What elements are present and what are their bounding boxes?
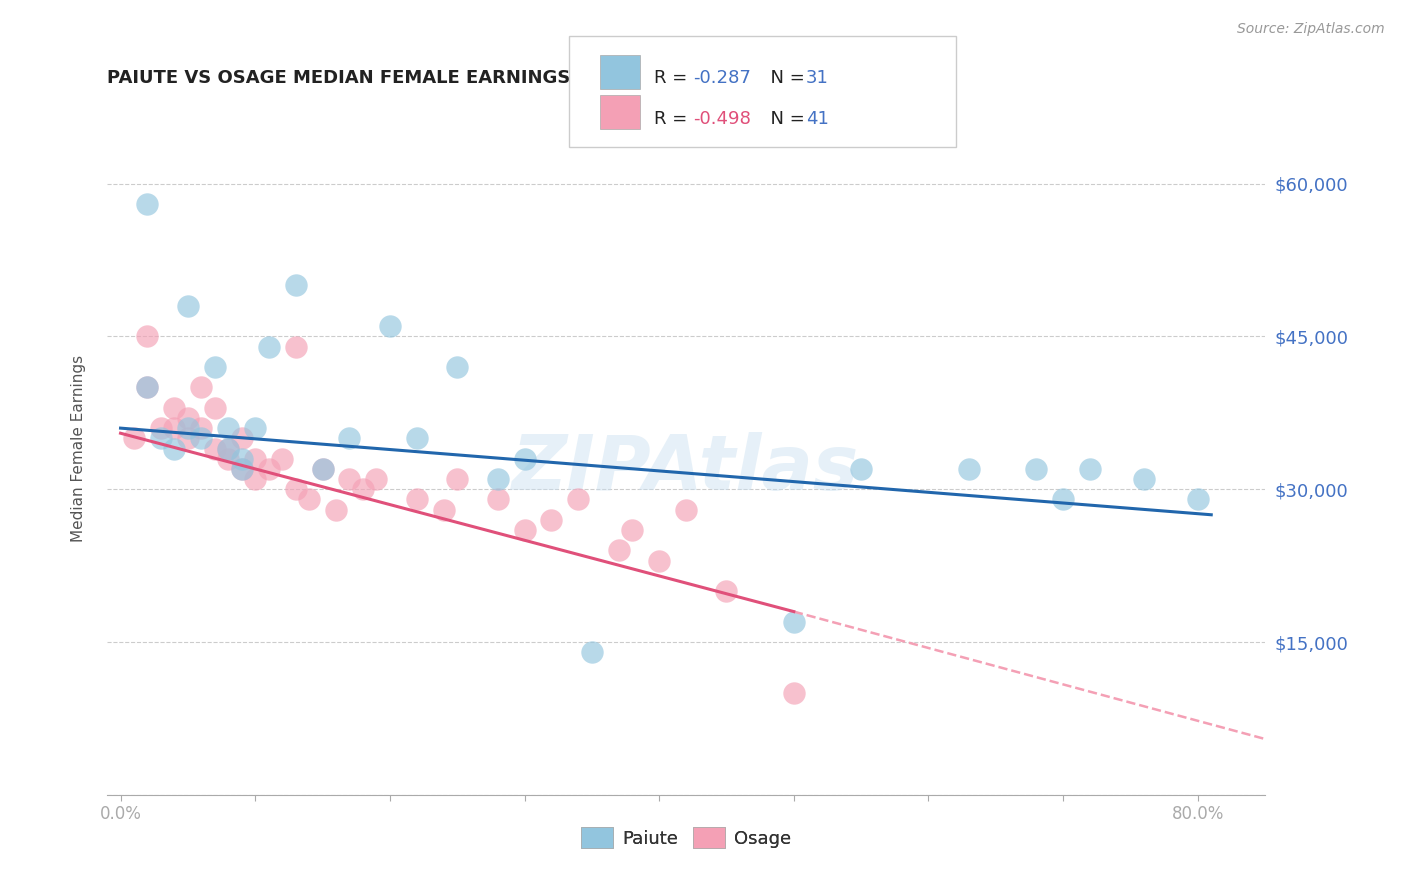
Point — [122, 431, 145, 445]
Point — [1187, 492, 1209, 507]
Point — [257, 462, 280, 476]
Text: 41: 41 — [806, 110, 828, 128]
Point — [177, 431, 200, 445]
Point — [513, 451, 536, 466]
Point — [339, 431, 361, 445]
Point — [177, 421, 200, 435]
Point — [284, 278, 307, 293]
Point — [190, 421, 212, 435]
Point — [298, 492, 321, 507]
Point — [486, 472, 509, 486]
Text: R =: R = — [654, 110, 693, 128]
Text: 31: 31 — [806, 69, 828, 87]
Point — [231, 431, 253, 445]
Point — [149, 431, 172, 445]
Point — [433, 502, 456, 516]
Point — [405, 492, 427, 507]
Text: ZIPAtlas: ZIPAtlas — [512, 433, 860, 507]
Point — [217, 442, 239, 456]
Point — [446, 359, 468, 374]
Point — [217, 442, 239, 456]
Point — [245, 421, 267, 435]
Point — [204, 359, 226, 374]
Y-axis label: Median Female Earnings: Median Female Earnings — [72, 355, 86, 542]
Point — [177, 411, 200, 425]
Point — [783, 686, 806, 700]
Text: Source: ZipAtlas.com: Source: ZipAtlas.com — [1237, 22, 1385, 37]
Point — [136, 197, 159, 211]
Legend: Paiute, Osage: Paiute, Osage — [574, 820, 799, 855]
Point — [231, 451, 253, 466]
Text: N =: N = — [759, 110, 811, 128]
Point — [1025, 462, 1047, 476]
Point — [177, 299, 200, 313]
Point — [581, 645, 603, 659]
Point — [149, 421, 172, 435]
Text: R =: R = — [654, 69, 693, 87]
Point — [446, 472, 468, 486]
Point — [1052, 492, 1074, 507]
Point — [325, 502, 347, 516]
Point — [366, 472, 388, 486]
Point — [284, 483, 307, 497]
Point — [849, 462, 872, 476]
Point — [245, 451, 267, 466]
Point — [378, 319, 401, 334]
Point — [311, 462, 333, 476]
Point — [136, 380, 159, 394]
Point — [621, 523, 644, 537]
Text: -0.498: -0.498 — [693, 110, 751, 128]
Point — [957, 462, 980, 476]
Point — [231, 462, 253, 476]
Point — [1133, 472, 1156, 486]
Point — [190, 380, 212, 394]
Point — [204, 442, 226, 456]
Point — [190, 431, 212, 445]
Point — [540, 513, 562, 527]
Point — [231, 462, 253, 476]
Point — [311, 462, 333, 476]
Point — [217, 451, 239, 466]
Point — [204, 401, 226, 415]
Point — [607, 543, 630, 558]
Point — [163, 442, 186, 456]
Point — [513, 523, 536, 537]
Text: N =: N = — [759, 69, 811, 87]
Point — [783, 615, 806, 629]
Point — [352, 483, 374, 497]
Point — [163, 401, 186, 415]
Point — [675, 502, 697, 516]
Point — [257, 340, 280, 354]
Point — [405, 431, 427, 445]
Point — [136, 329, 159, 343]
Point — [245, 472, 267, 486]
Point — [648, 554, 671, 568]
Text: PAIUTE VS OSAGE MEDIAN FEMALE EARNINGS CORRELATION CHART: PAIUTE VS OSAGE MEDIAN FEMALE EARNINGS C… — [107, 69, 792, 87]
Point — [284, 340, 307, 354]
Point — [567, 492, 589, 507]
Point — [271, 451, 294, 466]
Point — [486, 492, 509, 507]
Point — [1078, 462, 1101, 476]
Point — [163, 421, 186, 435]
Point — [339, 472, 361, 486]
Point — [217, 421, 239, 435]
Point — [716, 584, 738, 599]
Text: -0.287: -0.287 — [693, 69, 751, 87]
Point — [136, 380, 159, 394]
